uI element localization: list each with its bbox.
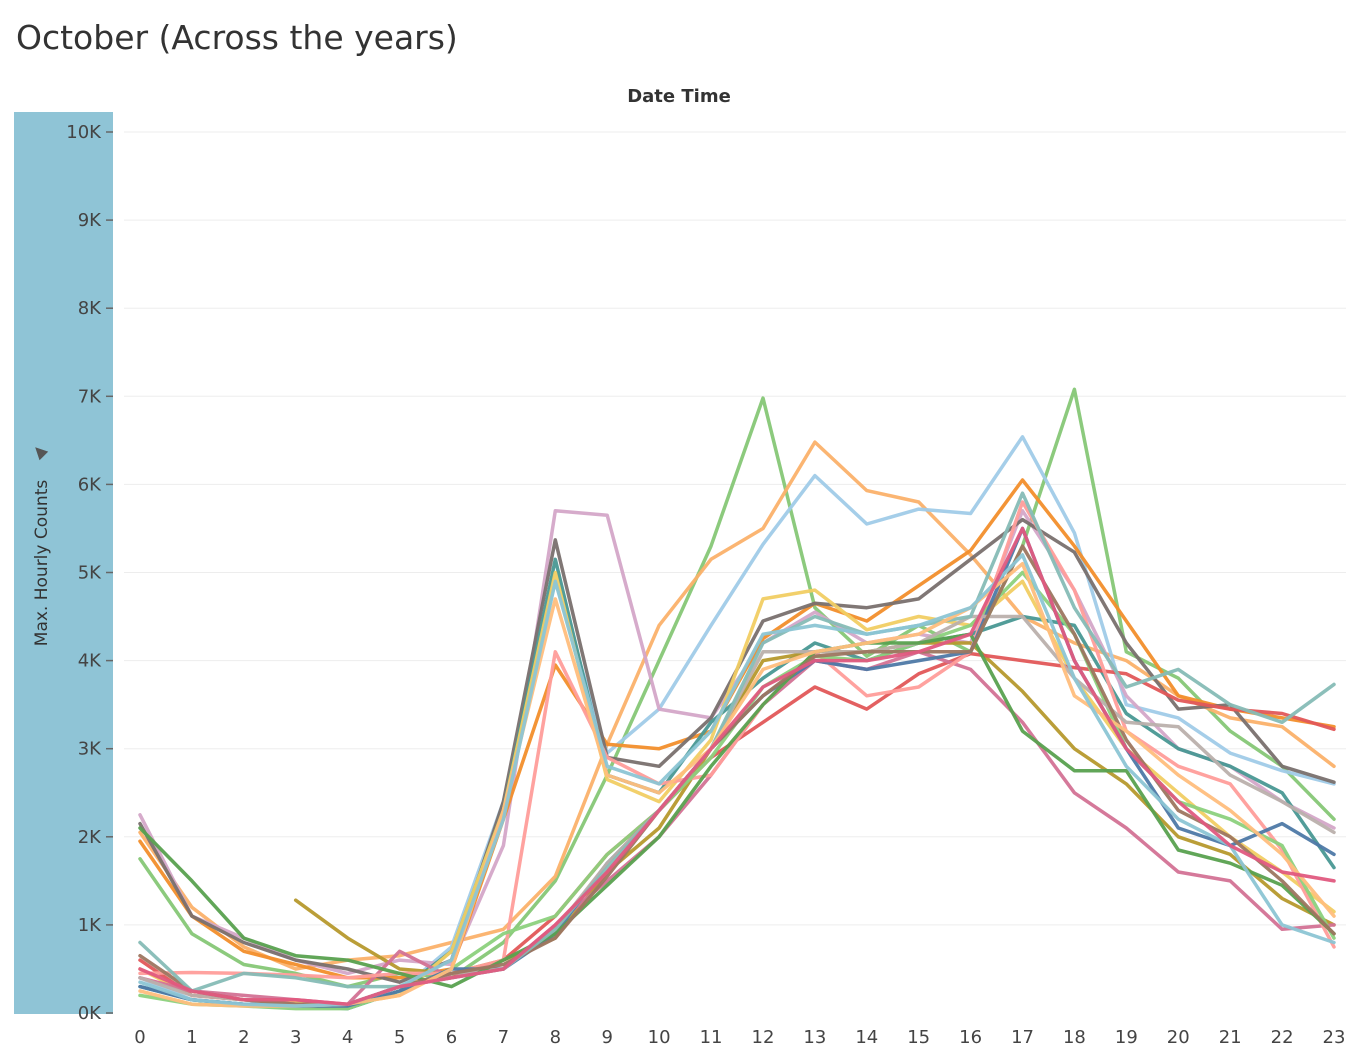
- x-tick-label: 20: [1167, 1027, 1190, 1048]
- x-tick-label: 9: [601, 1027, 612, 1048]
- y-tick-label: 3K: [78, 739, 102, 760]
- series-line-8: [138, 570, 1336, 1006]
- y-tick-label: 6K: [78, 474, 102, 495]
- x-tick-label: 8: [550, 1027, 561, 1048]
- y-tick-label: 7K: [78, 386, 102, 407]
- x-tick-label: 12: [752, 1027, 775, 1048]
- x-tick-label: 0: [134, 1027, 145, 1048]
- y-tick-label: 4K: [78, 651, 102, 672]
- y-tick-label: 10K: [66, 122, 102, 143]
- x-tick-label: 17: [1011, 1027, 1034, 1048]
- x-tick-label: 2: [238, 1027, 249, 1048]
- series-line-18: [138, 491, 1336, 993]
- y-tick-label: 5K: [78, 563, 102, 584]
- series-line-21: [138, 526, 1336, 1006]
- series-line-7: [138, 557, 1336, 1011]
- y-tick-label: 0K: [78, 1003, 102, 1024]
- series-line-14: [138, 526, 1336, 1008]
- series-line-5: [138, 478, 1336, 980]
- x-tick-label: 10: [648, 1027, 671, 1048]
- x-tick-label: 5: [394, 1027, 405, 1048]
- x-tick-label: 21: [1219, 1027, 1242, 1048]
- y-tick-label: 1K: [78, 915, 102, 936]
- x-tick-label: 19: [1115, 1027, 1138, 1048]
- series-line-15: [138, 614, 1336, 1006]
- y-axis-label-band: [14, 112, 113, 1014]
- series-line-16: [138, 632, 1336, 989]
- x-tick-label: 14: [855, 1027, 878, 1048]
- x-tick-label: 16: [959, 1027, 982, 1048]
- x-tick-label: 23: [1323, 1027, 1346, 1048]
- y-tick-label: 2K: [78, 827, 102, 848]
- x-tick-label: 22: [1271, 1027, 1294, 1048]
- x-tick-label: 13: [803, 1027, 826, 1048]
- x-tick-label: 11: [700, 1027, 723, 1048]
- y-tick-label: 8K: [78, 298, 102, 319]
- chart-title: October (Across the years): [16, 18, 458, 57]
- x-tick-label: 1: [186, 1027, 197, 1048]
- x-tick-label: 15: [907, 1027, 930, 1048]
- x-tick-label: 3: [290, 1027, 301, 1048]
- x-tick-label: 6: [446, 1027, 457, 1048]
- series-line-2: [138, 440, 1336, 971]
- column-header: Date Time: [627, 86, 731, 107]
- series-line-12: [138, 500, 1336, 980]
- y-tick-label: 9K: [78, 210, 102, 231]
- x-tick-label: 4: [342, 1027, 353, 1048]
- x-tick-label: 7: [498, 1027, 509, 1048]
- x-tick-label: 18: [1063, 1027, 1086, 1048]
- series-line-19: [138, 561, 1336, 1008]
